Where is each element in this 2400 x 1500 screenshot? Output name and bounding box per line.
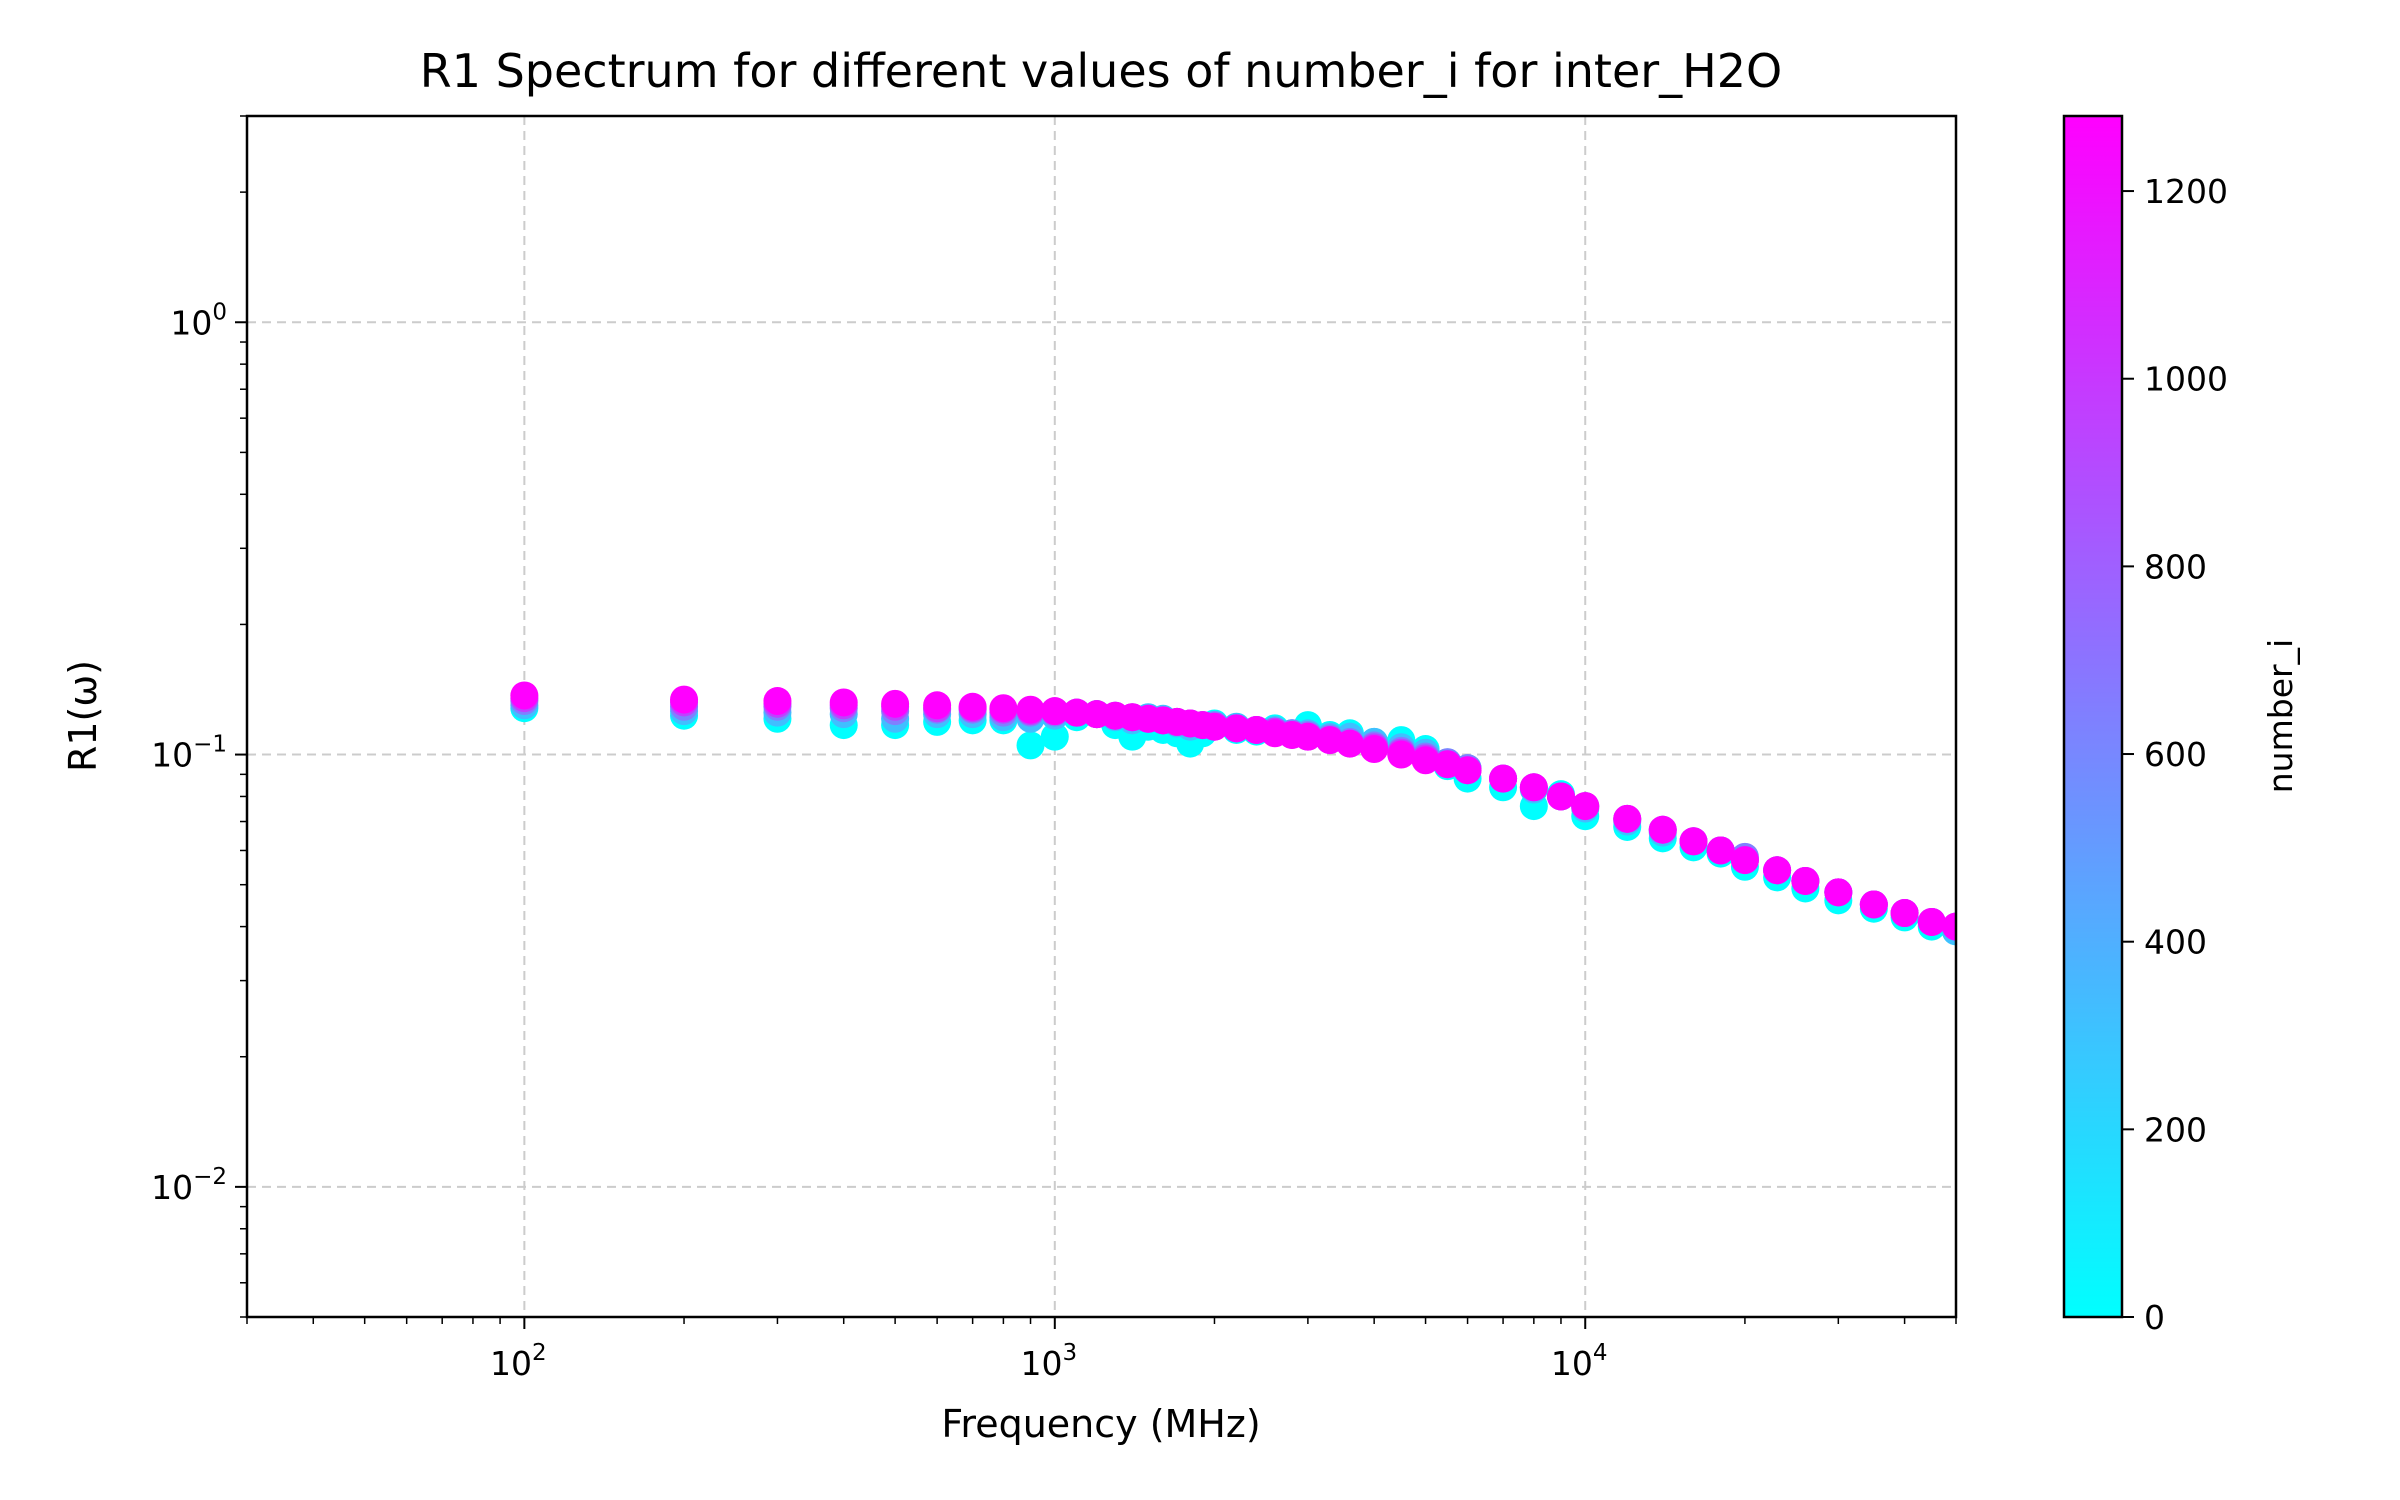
- scatter-point: [1791, 866, 1820, 895]
- scatter-point: [1730, 846, 1759, 875]
- chart-title: R1 Spectrum for different values of numb…: [420, 44, 1782, 98]
- scatter-point: [670, 685, 699, 714]
- scatter-point: [1942, 912, 1956, 941]
- scatter-point: [1613, 804, 1642, 833]
- scatter-point: [923, 691, 952, 720]
- x-axis-ticks: 102 103 104: [246, 1317, 1957, 1383]
- scatter-point: [1293, 722, 1322, 751]
- scatter-point: [1571, 792, 1600, 821]
- colorbar-label: number_i: [2261, 639, 2300, 793]
- scatter-point: [989, 694, 1018, 723]
- scatter-points: [510, 681, 1956, 946]
- scatter-point: [1411, 746, 1440, 775]
- scatter-point: [1040, 697, 1069, 726]
- scatter-point: [1360, 735, 1389, 764]
- scatter-point: [1917, 907, 1946, 936]
- colorbar-tick-label: 1000: [2144, 360, 2228, 399]
- colorbar-tick-label: 400: [2144, 923, 2207, 962]
- scatter-point: [1200, 712, 1229, 741]
- scatter-point: [1489, 764, 1518, 793]
- scatter-point: [1062, 698, 1091, 727]
- colorbar-ticks: 0 200 400 600 800 1000 1200: [2122, 172, 2228, 1337]
- y-axis-ticks: 100 10−1 10−2: [151, 115, 247, 1318]
- x-tick-label: 104: [1551, 1340, 1608, 1383]
- x-tick-label: 103: [1020, 1340, 1077, 1383]
- colorbar-tick-label: 600: [2144, 735, 2207, 774]
- x-axis-label: Frequency (MHz): [941, 1402, 1260, 1446]
- scatter-point: [1387, 740, 1416, 769]
- scatter-point: [1546, 782, 1575, 811]
- scatter-point: [1859, 890, 1888, 919]
- x-tick-label: 102: [490, 1340, 547, 1383]
- plot-area-frame: [245, 114, 1958, 1319]
- y-tick-label: 10−2: [151, 1164, 227, 1207]
- y-tick-label: 100: [170, 299, 227, 342]
- scatter-point: [1016, 731, 1045, 760]
- y-tick-label: 10−1: [151, 732, 227, 775]
- colorbar-tick-label: 200: [2144, 1110, 2207, 1149]
- scatter-point: [1453, 756, 1482, 785]
- scatter-point: [881, 689, 910, 718]
- scatter-point: [829, 688, 858, 717]
- scatter-point: [1706, 836, 1735, 865]
- scatter-point: [1016, 695, 1045, 724]
- scatter-point: [1648, 815, 1677, 844]
- scatter-point: [1040, 722, 1069, 751]
- scatter-point: [1519, 773, 1548, 802]
- scatter-point: [1763, 856, 1792, 885]
- scatter-point: [1679, 827, 1708, 856]
- colorbar-tick-label: 800: [2144, 547, 2207, 586]
- scatter-point: [510, 681, 539, 710]
- scatter-point: [1335, 729, 1364, 758]
- y-axis-label: R1(ω): [61, 660, 105, 772]
- colorbar: [2062, 114, 2124, 1319]
- scatter-point: [763, 687, 792, 716]
- colorbar-tick-label: 1200: [2144, 172, 2228, 211]
- scatter-point: [1222, 714, 1251, 743]
- colorbar-tick-label: 0: [2144, 1298, 2165, 1337]
- scatter-point: [958, 692, 987, 721]
- scatter-point: [1890, 899, 1919, 928]
- scatter-point: [1824, 878, 1853, 907]
